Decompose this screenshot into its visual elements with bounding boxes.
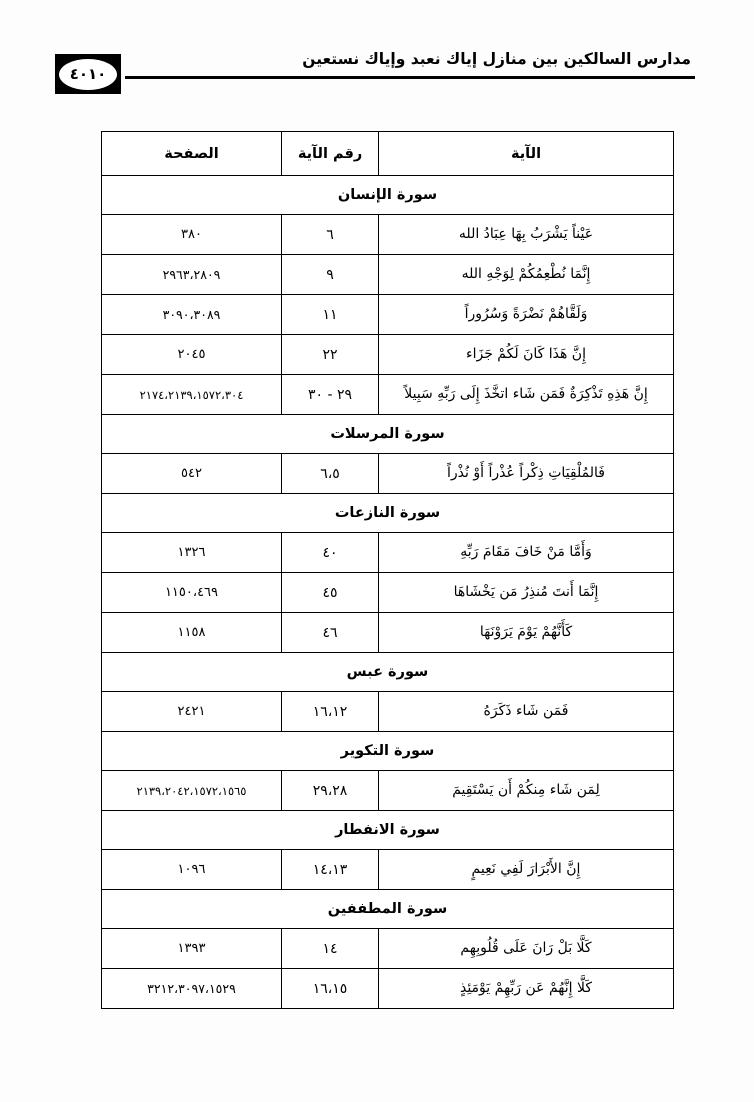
cell-page-numbers: ١١٥٨ (101, 612, 282, 653)
table-row: عَيْناً يَشْرَبُ بِهَا عِبَادُ الله ٦ ٣٨٠ (101, 214, 674, 255)
table-row: وَلَقَّاهُمْ نَضْرَةً وَسُرُوراً ١١ ٣٠٩٠،٣… (101, 294, 674, 335)
table-row: لِمَن شَاء مِنكُمْ أَن يَسْتَقِيمَ ٢٩،٢٨ ٢… (101, 770, 674, 811)
cell-page-numbers: ٥٤٢ (101, 453, 282, 494)
cell-verse-number: ٤٦ (281, 612, 379, 653)
surah-heading-row: سورة التكوير (101, 731, 674, 771)
cell-page-numbers: ٣٨٠ (101, 214, 282, 255)
cell-page-numbers: ١٣٢٦ (101, 532, 282, 573)
surah-name: سورة المرسلات (101, 414, 674, 454)
cell-verse-number: ١١ (281, 294, 379, 335)
cell-verse-text: عَيْناً يَشْرَبُ بِهَا عِبَادُ الله (378, 214, 674, 255)
cell-verse-text: إِنَّ هَذَا كَانَ لَكُمْ جَزَاء (378, 334, 674, 375)
cell-page-numbers: ١٣٩٣ (101, 928, 282, 969)
surah-heading-row: سورة النازعات (101, 493, 674, 533)
cell-verse-text: وَأَمَّا مَنْ خَافَ مَقَامَ رَبِّهِ (378, 532, 674, 573)
table-row: إِنَّمَا نُطْعِمُكُمْ لِوَجْهِ الله ٩ ٢٩٦٣… (101, 254, 674, 295)
cell-page-numbers: ١٠٩٦ (101, 849, 282, 890)
cell-page-numbers: ٣٢١٢،٣٠٩٧،١٥٢٩ (101, 968, 282, 1009)
cell-verse-text: فَالمُلْقِيَاتِ ذِكْراً عُذْراً أَوْ نُذ… (378, 453, 674, 494)
cell-verse-number: ٤٠ (281, 532, 379, 573)
table-row: إِنَّمَا أَنتَ مُنذِرُ مَن يَخْشَاهَا ٤٥ ١… (101, 572, 674, 613)
surah-name: سورة عبس (101, 652, 674, 692)
column-header-page: الصفحة (101, 131, 282, 176)
cell-verse-number: ١٤ (281, 928, 379, 969)
table-row: كَلَّا إِنَّهُمْ عَن رَبِّهِمْ يَوْمَئِذ… (101, 968, 674, 1009)
cell-verse-text: إِنَّ الأَبْرَارَ لَفِي نَعِيمٍ (378, 849, 674, 890)
cell-page-numbers: ٢٩٦٣،٢٨٠٩ (101, 254, 282, 295)
surah-heading-row: سورة عبس (101, 652, 674, 692)
cell-verse-text: إِنَّمَا نُطْعِمُكُمْ لِوَجْهِ الله (378, 254, 674, 295)
running-header: مدارس السالكين بين منازل إياك نعبد وإياك… (55, 46, 699, 98)
table-row: فَمَن شَاء ذَكَرَهُ ١٦،١٢ ٢٤٢١ (101, 691, 674, 732)
cell-verse-number: ٤٥ (281, 572, 379, 613)
cell-verse-text: كَلَّا بَلْ رَانَ عَلَى قُلُوبِهِم (378, 928, 674, 969)
cell-verse-number: ٢٩،٢٨ (281, 770, 379, 811)
header-divider-rule (125, 76, 695, 79)
surah-name: سورة المطففين (101, 889, 674, 929)
page-number-text: ٤٠١٠ (69, 65, 107, 83)
surah-name: سورة الانفطار (101, 810, 674, 850)
table-row: إِنَّ الأَبْرَارَ لَفِي نَعِيمٍ ١٤،١٣ ١٠٩٦ (101, 849, 674, 890)
cell-verse-number: ٦ (281, 214, 379, 255)
table-row: فَالمُلْقِيَاتِ ذِكْراً عُذْراً أَوْ نُذ… (101, 453, 674, 494)
surah-name: سورة التكوير (101, 731, 674, 771)
table-header-row: الآية رقم الآية الصفحة (101, 131, 674, 176)
cell-verse-number: ١٤،١٣ (281, 849, 379, 890)
table-header: الآية رقم الآية الصفحة (101, 131, 674, 176)
cell-verse-text: إِنَّمَا أَنتَ مُنذِرُ مَن يَخْشَاهَا (378, 572, 674, 613)
cell-page-numbers: ٢١٣٩،٢٠٤٢،١٥٧٢،١٥٦٥ (101, 770, 282, 811)
cell-verse-text: فَمَن شَاء ذَكَرَهُ (378, 691, 674, 732)
surah-name: سورة النازعات (101, 493, 674, 533)
table-row: كَلَّا بَلْ رَانَ عَلَى قُلُوبِهِم ١٤ ١٣٩٣ (101, 928, 674, 969)
cell-verse-text: وَلَقَّاهُمْ نَضْرَةً وَسُرُوراً (378, 294, 674, 335)
column-header-verse: الآية (378, 131, 674, 176)
cell-verse-number: ٦،٥ (281, 453, 379, 494)
cell-verse-number: ١٦،١٢ (281, 691, 379, 732)
surah-heading-row: سورة الإنسان (101, 175, 674, 215)
cell-verse-number: ٢٩ - ٣٠ (281, 374, 379, 415)
cell-verse-text: كَلَّا إِنَّهُمْ عَن رَبِّهِمْ يَوْمَئِذ… (378, 968, 674, 1009)
cell-page-numbers: ٢١٧٤،٢١٣٩،١٥٧٢،٣٠٤ (101, 374, 282, 415)
surah-heading-row: سورة المرسلات (101, 414, 674, 454)
table-row: وَأَمَّا مَنْ خَافَ مَقَامَ رَبِّهِ ٤٠ ١٣٢… (101, 532, 674, 573)
table-row: كَأَنَّهُمْ يَوْمَ يَرَوْنَهَا ٤٦ ١١٥٨ (101, 612, 674, 653)
cell-verse-text: إِنَّ هَذِهِ تَذْكِرَةٌ فَمَن شَاء اتخَّ… (378, 374, 674, 415)
cell-page-numbers: ٢٠٤٥ (101, 334, 282, 375)
surah-heading-row: سورة الانفطار (101, 810, 674, 850)
cell-verse-text: لِمَن شَاء مِنكُمْ أَن يَسْتَقِيمَ (378, 770, 674, 811)
cell-page-numbers: ٢٤٢١ (101, 691, 282, 732)
cell-verse-number: ٩ (281, 254, 379, 295)
cell-page-numbers: ١١٥٠،٤٦٩ (101, 572, 282, 613)
cell-verse-number: ٢٢ (281, 334, 379, 375)
table-row: إِنَّ هَذِهِ تَذْكِرَةٌ فَمَن شَاء اتخَّ… (101, 374, 674, 415)
page-number-badge: ٤٠١٠ (55, 54, 121, 94)
cell-verse-number: ١٦،١٥ (281, 968, 379, 1009)
cell-page-numbers: ٣٠٩٠،٣٠٨٩ (101, 294, 282, 335)
surah-heading-row: سورة المطففين (101, 889, 674, 929)
verse-index-table: الآية رقم الآية الصفحة سورة الإنسان عَيْن… (101, 131, 674, 1009)
table-body: سورة الإنسان عَيْناً يَشْرَبُ بِهَا عِبَا… (101, 175, 674, 1009)
column-header-verse-number: رقم الآية (281, 131, 379, 176)
table-row: إِنَّ هَذَا كَانَ لَكُمْ جَزَاء ٢٢ ٢٠٤٥ (101, 334, 674, 375)
book-title: مدارس السالكين بين منازل إياك نعبد وإياك… (302, 50, 691, 68)
cell-verse-text: كَأَنَّهُمْ يَوْمَ يَرَوْنَهَا (378, 612, 674, 653)
surah-name: سورة الإنسان (101, 175, 674, 215)
page-number-oval: ٤٠١٠ (59, 58, 117, 90)
